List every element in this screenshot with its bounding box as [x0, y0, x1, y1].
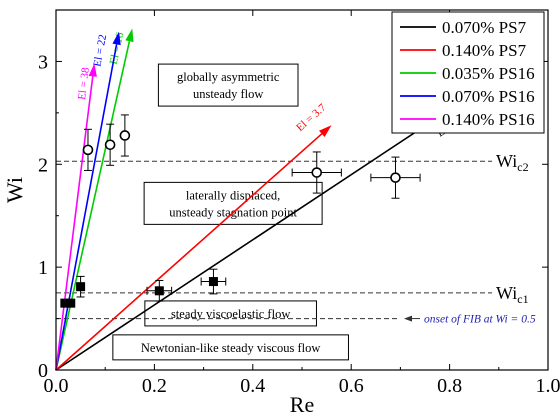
legend-label: 0.140% PS7: [442, 41, 527, 60]
region-label: laterally displaced,: [186, 188, 280, 202]
data-point-filled-square: [66, 298, 76, 308]
y-tick-label: 3: [38, 51, 48, 73]
reference-lines-layer: Wic2 Wic1 onset of FIB at Wi = 0.5: [56, 151, 536, 326]
data-point-open-circle: [390, 172, 401, 183]
legend: 0.070% PS7 0.140% PS7 0.035% PS16 0.070% PS…: [391, 11, 545, 134]
series-arrowhead: [112, 31, 121, 46]
series-line: [55, 44, 118, 371]
region-box: [112, 334, 349, 361]
region-box: [144, 300, 317, 327]
x-tick-label: 0.0: [44, 375, 69, 397]
series-arrowhead: [319, 125, 332, 137]
region-box: [143, 181, 323, 225]
reference-line-label: Wic2: [496, 151, 529, 174]
reference-line-label: onset of FIB at Wi = 0.5: [424, 314, 536, 326]
series-el-label: El = 22: [91, 34, 109, 68]
x-tick-label: 0.6: [339, 375, 364, 397]
series-line: [55, 99, 464, 371]
region-label: globally asymmetric: [177, 70, 280, 84]
x-tick-label: 0.8: [437, 375, 462, 397]
reference-line-label: Wic1: [496, 283, 529, 306]
data-point-open-circle: [82, 144, 94, 156]
y-tick-label: 2: [38, 154, 48, 176]
data-point-filled-square: [208, 277, 218, 287]
region-label: steady viscoelastic flow: [171, 307, 290, 321]
x-tick-label: 1.0: [536, 375, 560, 397]
axes-layer: 0.0 0.2 0.4 0.6 0.8 1.0 0 1 2 3: [38, 10, 560, 397]
x-tick-label: 0.4: [240, 375, 265, 397]
data-point-open-circle: [119, 130, 131, 141]
x-axis-label: Re: [290, 392, 314, 417]
region-label: unsteady flow: [193, 87, 263, 101]
legend-label: 0.140% PS16: [442, 110, 535, 129]
reference-arrow-head: [404, 315, 412, 322]
series-el-label: El = 38: [76, 66, 92, 100]
series-line: [55, 41, 131, 371]
y-tick-label: 1: [38, 257, 48, 279]
data-point-open-circle: [311, 167, 323, 178]
points-layer: [60, 114, 421, 308]
series-arrowhead: [125, 28, 134, 43]
series-line: [55, 133, 323, 371]
region-box: [157, 63, 299, 107]
series-line: [55, 76, 94, 371]
data-point-filled-square: [76, 282, 86, 292]
legend-label: 0.070% PS16: [442, 87, 535, 106]
region-label: Newtonian-like steady viscous flow: [141, 341, 320, 355]
legend-label: 0.070% PS7: [442, 18, 527, 37]
data-point-open-circle: [104, 139, 116, 151]
y-tick-label: 0: [38, 360, 48, 382]
legend-label: 0.035% PS16: [442, 64, 535, 83]
series-arrowhead: [88, 63, 97, 77]
x-tick-label: 0.2: [142, 375, 167, 397]
data-point-filled-square: [60, 298, 70, 308]
y-axis-label: Wi: [2, 177, 27, 203]
data-point-filled-square: [154, 286, 164, 296]
